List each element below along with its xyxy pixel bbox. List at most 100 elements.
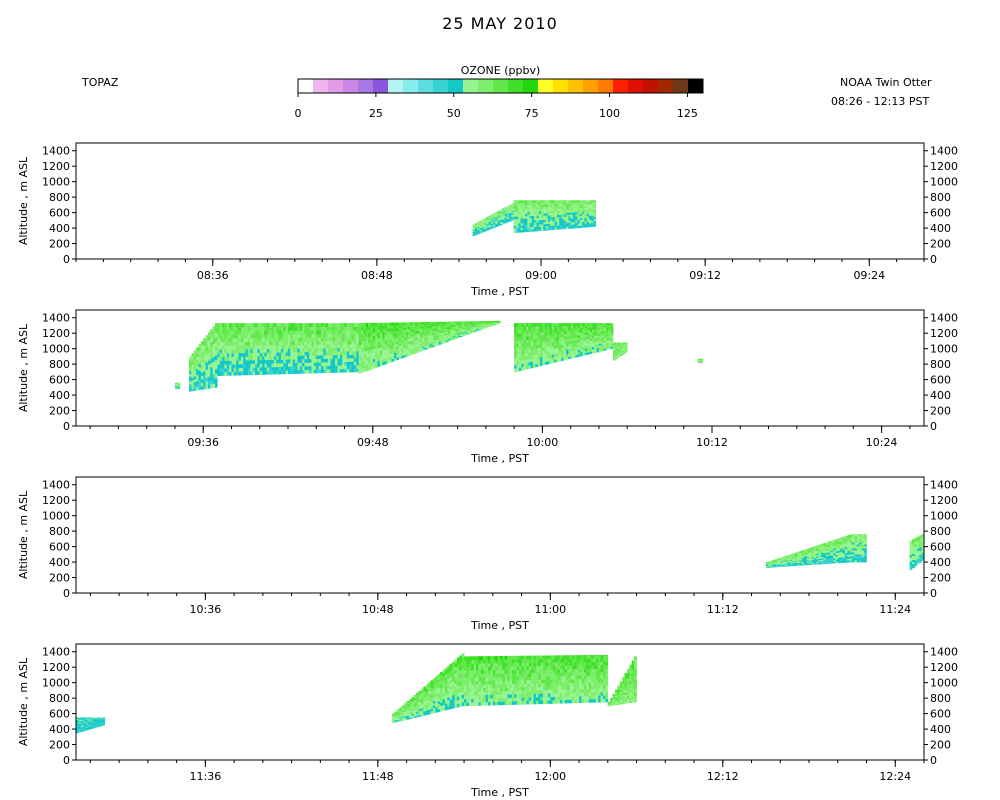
ozone-cell: [806, 561, 810, 563]
ozone-cell: [448, 331, 451, 334]
ozone-cell: [358, 326, 362, 331]
ozone-cell: [554, 342, 557, 346]
ozone-cell: [189, 366, 192, 370]
ozone-cell: [476, 323, 480, 325]
ozone-cell: [290, 341, 294, 346]
ozone-cell: [419, 334, 423, 337]
ozone-cell: [861, 554, 865, 557]
ozone-cell: [290, 362, 294, 367]
ozone-cell: [568, 346, 571, 349]
ozone-cell: [361, 361, 364, 366]
ozone-cell: [509, 218, 512, 221]
ozone-cell: [358, 333, 362, 338]
ozone-cell: [406, 710, 410, 712]
chart-title: 25 MAY 2010: [442, 14, 558, 33]
ozone-cell: [212, 330, 216, 336]
ozone-cell: [801, 556, 805, 558]
ozone-cell: [474, 322, 477, 324]
colorbar-swatch: [508, 79, 524, 93]
ozone-cell: [471, 684, 474, 689]
ozone-cell: [189, 358, 192, 362]
ozone-cell: [782, 557, 786, 559]
ozone-cell: [547, 334, 550, 339]
ozone-cell: [389, 350, 392, 355]
ozone-cell: [559, 206, 562, 209]
ozone-cell: [423, 696, 427, 700]
ozone-cell: [444, 685, 448, 690]
ozone-cell: [547, 349, 550, 353]
ozone-cell: [80, 723, 84, 725]
ozone-cell: [87, 724, 91, 726]
ozone-cell: [292, 330, 296, 335]
ozone-cell: [422, 336, 425, 339]
ozone-cell: [95, 726, 98, 728]
ozone-cell: [624, 349, 628, 351]
ozone-cell: [780, 564, 783, 566]
ozone-cell: [262, 363, 265, 368]
ozone-cell: [554, 216, 558, 220]
ozone-cell: [238, 360, 242, 365]
ozone-cell: [541, 219, 544, 223]
ozone-cell: [435, 683, 439, 687]
ozone-cell: [233, 349, 237, 354]
ozone-cell: [406, 714, 410, 716]
ozone-cell: [768, 563, 771, 564]
y-tick-label-right: 1200: [930, 494, 958, 507]
ozone-cell: [468, 684, 472, 689]
ozone-cell: [231, 367, 235, 372]
ozone-cell: [593, 224, 597, 227]
ozone-cell: [276, 359, 279, 364]
ozone-cell: [415, 350, 418, 354]
ozone-cell: [193, 361, 197, 365]
ozone-cell: [479, 228, 483, 230]
ozone-cell: [377, 325, 381, 330]
ozone-cell: [375, 354, 378, 359]
ozone-cell: [413, 694, 417, 697]
ozone-cell: [818, 547, 822, 550]
ozone-cell: [587, 343, 590, 346]
ozone-cell: [212, 339, 216, 345]
ozone-cell: [780, 565, 783, 567]
ozone-cell: [484, 223, 487, 225]
ozone-cell: [502, 211, 505, 214]
ozone-cell: [431, 321, 435, 325]
ozone-cell: [243, 330, 246, 335]
ozone-cell: [610, 343, 614, 346]
ozone-cell: [430, 694, 434, 698]
ozone-cell: [518, 202, 521, 206]
ozone-cell: [538, 215, 542, 218]
ozone-cell: [332, 365, 336, 370]
ozone-cell: [577, 332, 581, 336]
ozone-cell: [818, 551, 822, 554]
ozone-cell: [534, 211, 537, 214]
ozone-cell: [563, 331, 567, 334]
ozone-cell: [794, 564, 798, 566]
ozone-cell: [485, 701, 489, 706]
ozone-cell: [551, 331, 555, 335]
ozone-cell: [617, 352, 621, 355]
ozone-cell: [245, 363, 249, 368]
ozone-cell: [363, 357, 367, 362]
ozone-cell: [412, 351, 416, 355]
ozone-cell: [849, 556, 853, 559]
ozone-cell: [521, 339, 524, 344]
ozone-cell: [449, 683, 453, 687]
ozone-cell: [579, 221, 583, 224]
ozone-cell: [435, 696, 439, 700]
ozone-cell: [488, 221, 492, 223]
ozone-cell: [247, 360, 251, 365]
ozone-cell: [330, 351, 334, 356]
ozone-cell: [198, 354, 202, 358]
ozone-cell: [809, 558, 812, 561]
ozone-cell: [318, 326, 322, 331]
ozone-cell: [559, 202, 562, 205]
ozone-cell: [801, 551, 805, 553]
ozone-cell: [344, 333, 348, 338]
ozone-cell: [830, 560, 834, 562]
ozone-cell: [797, 551, 800, 554]
ozone-cell: [339, 358, 343, 363]
ozone-cell: [570, 212, 574, 215]
ozone-cell: [570, 208, 574, 211]
ozone-cell: [912, 561, 915, 565]
ozone-cell: [914, 562, 918, 565]
